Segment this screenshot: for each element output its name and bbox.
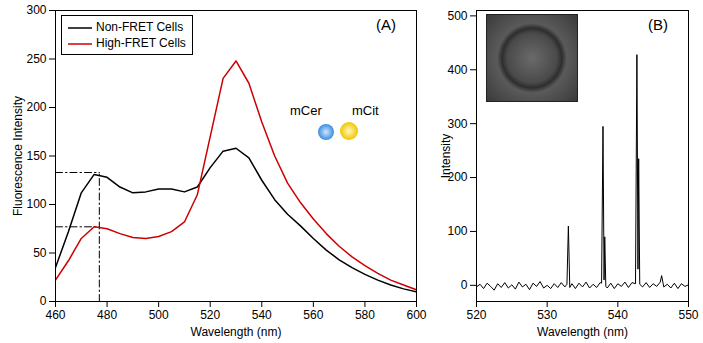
svg-text:0: 0 [40, 294, 47, 308]
svg-text:100: 100 [447, 224, 467, 238]
svg-text:Fluorescence Intensity: Fluorescence Intensity [11, 96, 25, 216]
svg-text:250: 250 [26, 52, 46, 66]
html-text:mCit: mCit [352, 103, 379, 118]
svg-text:400: 400 [447, 63, 467, 77]
svg-text:Wavelength (nm): Wavelength (nm) [191, 325, 282, 339]
svg-text:560: 560 [303, 308, 323, 322]
svg-text:520: 520 [200, 308, 220, 322]
svg-text:540: 540 [252, 308, 272, 322]
html-text:Non-FRET Cells: Non-FRET Cells [96, 20, 184, 34]
svg-text:100: 100 [26, 197, 46, 211]
svg-text:300: 300 [447, 117, 467, 131]
svg-text:200: 200 [447, 170, 468, 185]
svg-text:200: 200 [26, 100, 46, 114]
svg-text:460: 460 [45, 308, 65, 322]
svg-text:Wavelength (nm): Wavelength (nm) [537, 325, 628, 339]
html-text:(A): (A) [376, 16, 396, 33]
svg-text:600: 600 [406, 308, 426, 322]
svg-text:0: 0 [461, 278, 468, 292]
html-text:mCer: mCer [290, 103, 322, 118]
svg-text:300: 300 [26, 3, 46, 17]
svg-text:580: 580 [355, 308, 375, 322]
html-text:High-FRET Cells: High-FRET Cells [96, 36, 186, 50]
svg-text:50: 50 [33, 246, 47, 260]
svg-text:500: 500 [447, 9, 467, 23]
svg-text:550: 550 [678, 308, 698, 322]
html-text:(B): (B) [648, 16, 668, 33]
svg-text:150: 150 [26, 149, 46, 163]
svg-text:Intensity: Intensity [439, 134, 453, 179]
svg-text:540: 540 [608, 308, 628, 322]
svg-text:500: 500 [149, 308, 169, 322]
svg-text:520: 520 [466, 308, 486, 322]
svg-text:530: 530 [537, 308, 557, 322]
svg-text:480: 480 [97, 308, 117, 322]
